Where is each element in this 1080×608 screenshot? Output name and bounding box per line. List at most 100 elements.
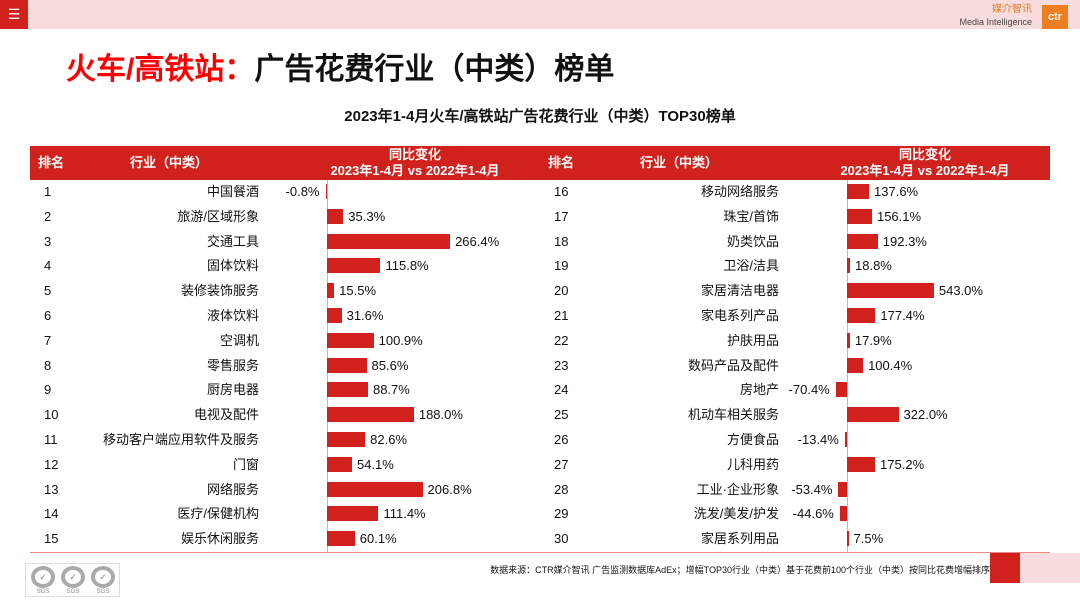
sgs-label: SGS — [36, 589, 50, 595]
data-source: 数据来源：CTR媒介智讯 广告监测数据库AdEx；增幅TOP30行业（中类）基于… — [490, 565, 990, 575]
industry-name: 方便食品 — [726, 431, 779, 447]
industry-name: 旅游/区域形象 — [177, 208, 259, 224]
industry-name: 奶类饮品 — [726, 233, 779, 249]
change-bar — [847, 258, 850, 274]
industry-name: 娱乐休闲服务 — [180, 531, 259, 547]
sgs-badge: ✓ SGS — [29, 566, 56, 596]
page-title: 火车/高铁站：广告花费行业（中类）榜单 — [66, 52, 614, 88]
ranking-table-1: 排名 行业（中类） 同比变化 2023年1-4月 vs 2022年1-4月 1 … — [30, 146, 540, 552]
change-value: 192.3% — [882, 233, 927, 249]
rank: 13 — [44, 481, 59, 497]
change-bar — [325, 184, 327, 199]
table-row: 18 奶类饮品 192.3% — [540, 230, 1050, 255]
industry-name: 厨房电器 — [206, 382, 259, 398]
industry-name: 机动车相关服务 — [687, 407, 779, 423]
change-bar — [847, 184, 870, 199]
rank: 17 — [554, 208, 569, 224]
sgs-check-icon: ✓ — [61, 566, 85, 588]
industry-name: 洗发/美发/护发 — [693, 506, 779, 522]
change-value: 115.8% — [385, 258, 429, 274]
change-bar — [327, 208, 344, 224]
change-bar — [327, 382, 368, 398]
rank: 16 — [554, 184, 569, 199]
table-row: 10 电视及配件 188.0% — [30, 403, 540, 428]
change-value: 177.4% — [880, 307, 925, 323]
change-bar — [327, 332, 374, 348]
table-row: 3 交通工具 266.4% — [30, 230, 540, 255]
table-title: 2023年1-4月火车/高铁站广告花费行业（中类）TOP30榜单 — [344, 108, 736, 125]
industry-name: 卫浴/洁具 — [723, 258, 779, 274]
logo-cn: 媒介智讯 — [992, 4, 1032, 15]
industry-name: 工业·企业形象 — [696, 481, 779, 497]
sgs-check-icon: ✓ — [31, 566, 55, 588]
change-bar — [327, 531, 355, 547]
change-value: 175.2% — [880, 456, 925, 472]
table-row: 25 机动车相关服务 322.0% — [540, 403, 1050, 428]
table-row: 4 固体饮料 115.8% — [30, 254, 540, 279]
table-row: 9 厨房电器 88.7% — [30, 378, 540, 403]
sgs-check-icon: ✓ — [91, 566, 115, 588]
industry-name: 空调机 — [219, 332, 259, 348]
table-row: 26 方便食品 -13.4% — [540, 428, 1050, 453]
change-value: 266.4% — [455, 233, 500, 249]
rank: 3 — [44, 233, 52, 249]
change-value: 100.9% — [378, 332, 423, 348]
change-value: 60.1% — [359, 531, 397, 547]
industry-name: 医疗/保健机构 — [177, 506, 259, 522]
change-value: 85.6% — [371, 357, 409, 373]
table-row: 20 家居清洁电器 543.0% — [540, 279, 1050, 304]
table-row: 24 房地产 -70.4% — [540, 378, 1050, 403]
change-bar — [327, 456, 352, 472]
table-row: 13 网络服务 206.8% — [30, 478, 540, 503]
sgs-label: SGS — [96, 589, 110, 595]
table-row: 5 装修装饰服务 15.5% — [30, 279, 540, 304]
industry-name: 移动网络服务 — [700, 184, 779, 199]
rank: 28 — [554, 481, 569, 497]
change-bar — [838, 481, 847, 497]
rank: 14 — [44, 506, 59, 522]
table-row: 17 珠宝/首饰 156.1% — [540, 205, 1050, 230]
industry-name: 移动客户端应用软件及服务 — [102, 431, 259, 447]
change-bar — [847, 283, 934, 299]
rank: 27 — [554, 456, 569, 472]
table-row: 1 中国餐酒 -0.8% — [30, 180, 540, 205]
hamburger-icon[interactable]: ☰ — [0, 0, 28, 29]
change-value: 82.6% — [370, 431, 408, 447]
change-bar — [847, 407, 899, 423]
change-bar — [327, 407, 414, 423]
sgs-badge: ✓ SGS — [59, 566, 86, 596]
rank: 8 — [44, 357, 52, 373]
industry-name: 房地产 — [739, 382, 779, 398]
rank: 26 — [554, 431, 569, 447]
header-period: 2023年1-4月 vs 2022年1-4月 — [840, 163, 1010, 178]
industry-name: 家居系列用品 — [700, 531, 779, 547]
change-bar — [327, 233, 451, 249]
change-value: 543.0% — [938, 283, 983, 299]
table-row: 29 洗发/美发/护发 -44.6% — [540, 502, 1050, 527]
change-value: 206.8% — [427, 481, 472, 497]
change-bar — [327, 307, 342, 323]
rank: 23 — [554, 357, 569, 373]
rank: 22 — [554, 332, 569, 348]
table-row: 12 门窗 54.1% — [30, 453, 540, 478]
rank: 29 — [554, 506, 569, 522]
table-header: 排名 行业（中类） 同比变化 2023年1-4月 vs 2022年1-4月 — [30, 146, 540, 180]
table-row: 21 家电系列产品 177.4% — [540, 304, 1050, 329]
industry-name: 装修装饰服务 — [180, 283, 259, 299]
rank: 9 — [44, 382, 52, 398]
table-row: 28 工业·企业形象 -53.4% — [540, 478, 1050, 503]
change-bar — [847, 233, 878, 249]
rank: 20 — [554, 283, 569, 299]
industry-name: 固体饮料 — [206, 258, 259, 274]
rank: 10 — [44, 407, 59, 423]
rank: 7 — [44, 332, 52, 348]
change-value: 322.0% — [903, 407, 948, 423]
change-bar — [835, 382, 847, 398]
industry-name: 家电系列产品 — [700, 307, 779, 323]
rank: 21 — [554, 307, 569, 323]
top-bar: ☰ 媒介智讯 Media Intelligence ctr — [0, 0, 1080, 29]
change-bar — [847, 456, 876, 472]
industry-name: 儿科用药 — [726, 456, 779, 472]
table-row: 22 护肤用品 17.9% — [540, 329, 1050, 354]
industry-name: 零售服务 — [206, 357, 259, 373]
